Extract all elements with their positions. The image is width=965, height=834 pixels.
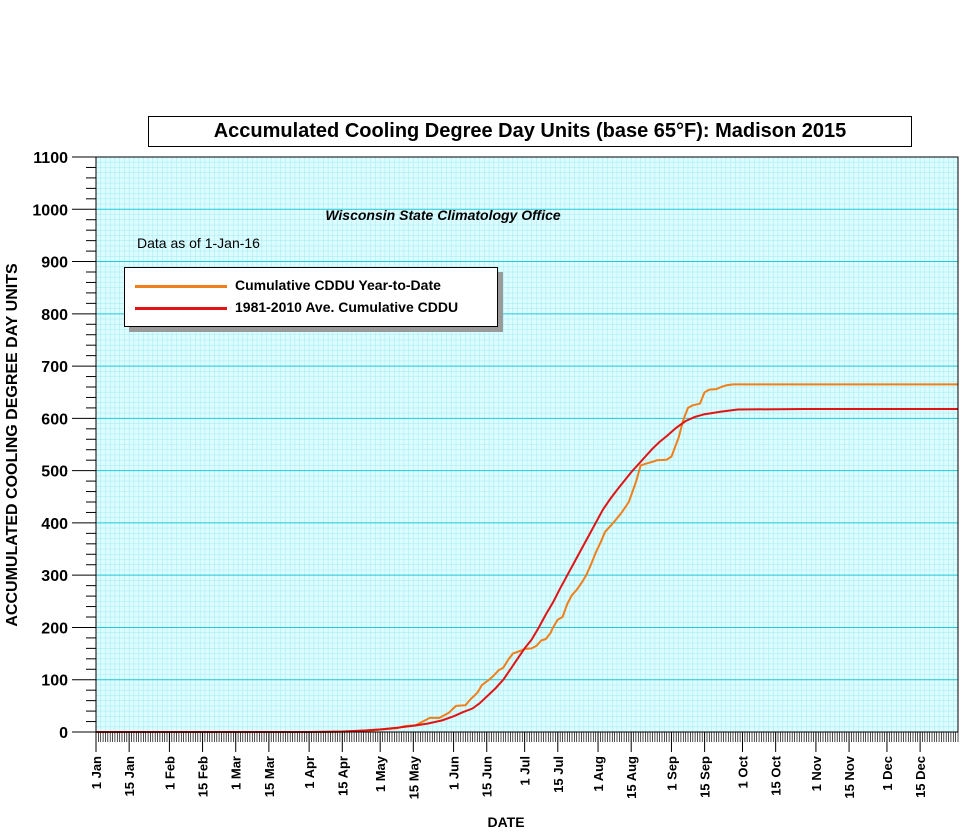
chart-title: Accumulated Cooling Degree Day Units (ba…: [148, 116, 912, 147]
x-axis: 1 Jan 15 Jan 1 Feb 15 Feb 1 Mar 15 Mar 1 Apr 15…: [89, 732, 959, 799]
y-axis: 0 100 200 300 400 500 600 700 800 900 1000 1100: [32, 150, 96, 742]
series-line-average: [96, 408, 958, 733]
y-tick-label: 200: [41, 620, 68, 637]
x-tick-label: 15 Feb: [196, 756, 211, 797]
x-tick-label: 15 Jan: [122, 756, 137, 797]
x-tick-label: 15 Nov: [842, 755, 857, 798]
x-tick-label: 15 Dec: [913, 756, 928, 798]
x-minor-ticks: [95, 732, 959, 742]
x-tick-label: 1 Feb: [162, 756, 177, 790]
x-tick-label: 15 Aug: [624, 756, 639, 799]
y-tick-label: 0: [59, 725, 68, 742]
y-tick-label: 900: [41, 255, 68, 272]
series-line-ytd: [96, 383, 958, 733]
x-tick-label: 1 Jan: [89, 756, 104, 789]
x-tick-label: 1 Mar: [229, 756, 244, 790]
y-tick-label: 1100: [33, 150, 68, 167]
y-tick-label: 600: [41, 411, 68, 428]
legend-swatch-average: [135, 307, 227, 310]
legend-entry-average: 1981-2010 Ave. Cumulative CDDU: [125, 298, 497, 318]
x-tick-label: 1 May: [373, 755, 388, 792]
y-tick-label: 500: [41, 464, 68, 481]
x-tick-label: 15 Sep: [698, 756, 713, 798]
x-tick-label: 1 Jun: [447, 756, 462, 790]
x-tick-label: 15 Jun: [480, 756, 495, 797]
y-tick-label: 1000: [32, 202, 68, 219]
y-tick-label: 400: [41, 516, 68, 533]
y-axis-label: ACCUMULATED COOLING DEGREE DAY UNITS: [4, 263, 21, 627]
x-tick-label: 1 Nov: [809, 755, 824, 791]
legend-swatch-ytd: [135, 285, 227, 288]
x-tick-label: 1 Dec: [880, 756, 895, 791]
x-tick-label: 1 Sep: [665, 756, 680, 791]
x-tick-label: 15 Oct: [769, 755, 784, 795]
x-tick-label: 15 Jul: [551, 756, 566, 793]
chart-subtitle: Wisconsin State Climatology Office: [325, 207, 561, 223]
x-tick-label: 15 May: [406, 755, 421, 799]
y-tick-label: 800: [41, 307, 68, 324]
y-tick-label: 700: [41, 359, 68, 376]
x-tick-label: 15 Apr: [335, 756, 350, 796]
y-tick-label: 300: [41, 568, 68, 585]
x-tick-label: 1 Jul: [518, 756, 533, 786]
x-tick-label: 1 Apr: [302, 756, 317, 789]
legend: Cumulative CDDU Year-to-Date 1981-2010 A…: [124, 267, 498, 327]
x-tick-label: 15 Mar: [262, 756, 277, 797]
x-axis-label: DATE: [487, 814, 525, 830]
x-tick-label: 1 Oct: [736, 755, 751, 788]
series-layer: [96, 383, 958, 733]
x-tick-label: 1 Aug: [591, 756, 606, 792]
y-tick-label: 100: [41, 673, 68, 690]
legend-entry-ytd: Cumulative CDDU Year-to-Date: [125, 276, 497, 296]
legend-label-average: 1981-2010 Ave. Cumulative CDDU: [235, 299, 459, 315]
data-as-of-note: Data as of 1-Jan-16: [137, 235, 260, 251]
legend-label-ytd: Cumulative CDDU Year-to-Date: [235, 277, 441, 293]
